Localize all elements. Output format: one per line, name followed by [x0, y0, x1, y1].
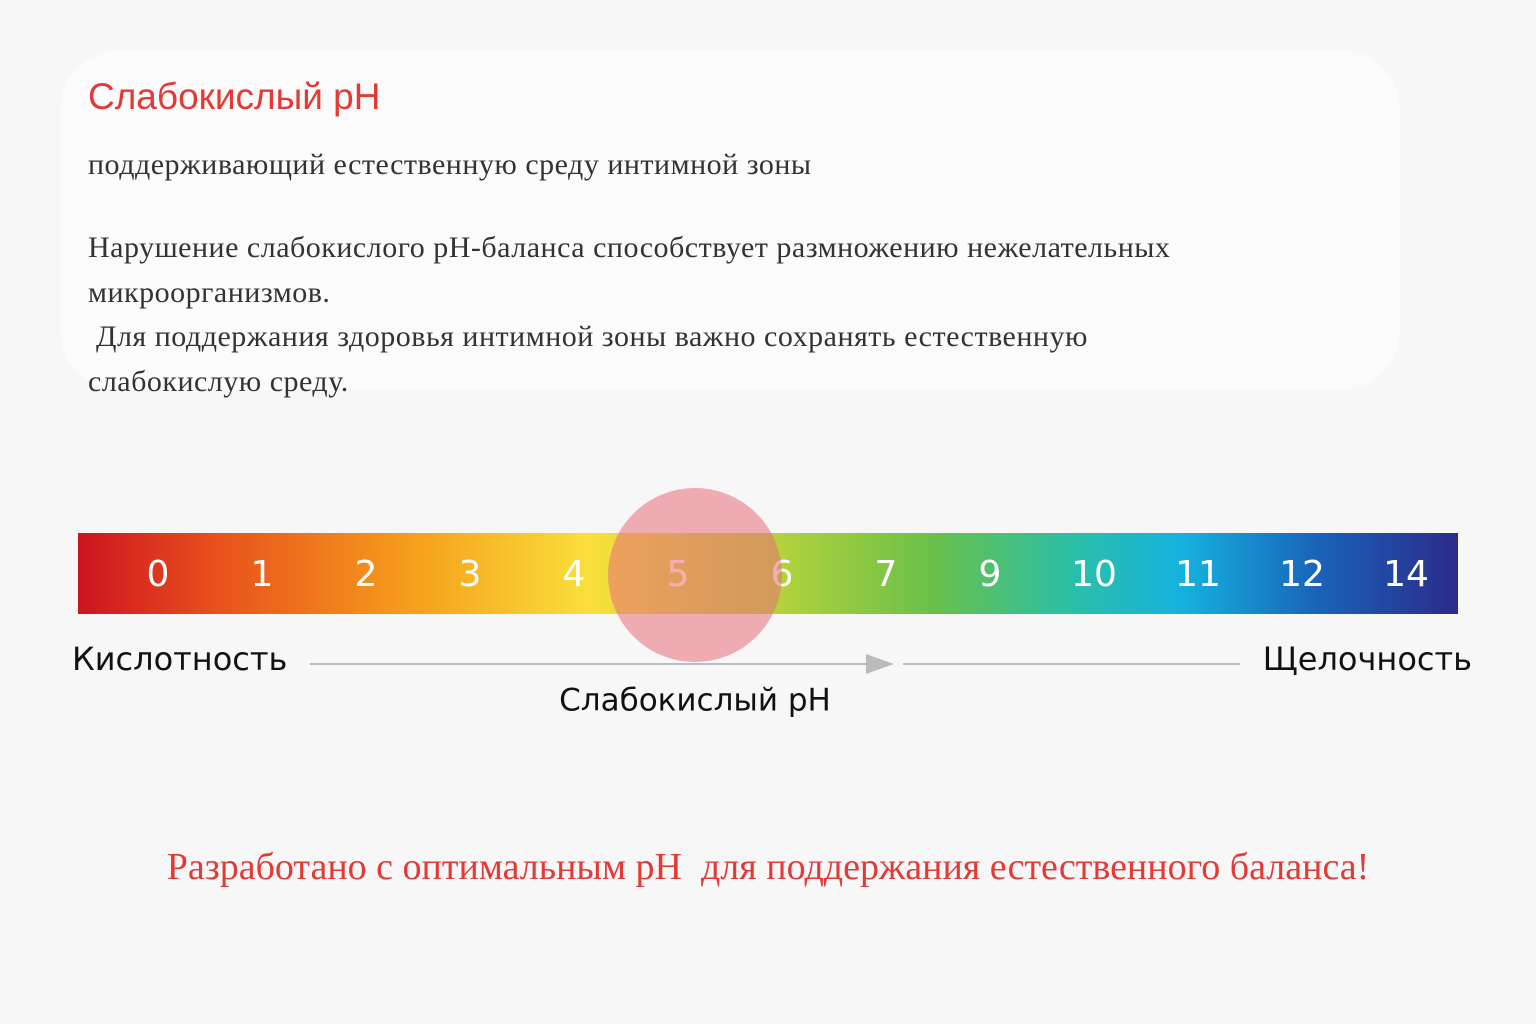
footer: Разработано с оптимальным pH для поддерж…	[166, 846, 1370, 888]
body-line: микроорганизмов.	[88, 275, 331, 309]
scale-label: 4	[563, 554, 586, 595]
left-label: Кислотность	[72, 640, 287, 678]
scale-label: 1	[251, 554, 274, 595]
scale-label: 14	[1383, 554, 1429, 595]
title: Слабокислый pH	[88, 76, 381, 117]
subtitle: поддерживающий естественную среду интимн…	[88, 148, 812, 181]
body-line: слабокислую среду.	[88, 364, 349, 398]
scale-label: 12	[1279, 554, 1325, 595]
body-line: Нарушение слабокислого pH-баланса способ…	[88, 231, 1171, 264]
scale-label: 3	[459, 554, 482, 595]
scale-label: 7	[875, 554, 898, 595]
scale-label: 11	[1175, 554, 1221, 595]
body-text: Нарушение слабокислого pH-баланса способ…	[88, 226, 1170, 404]
body-line: Для поддержания здоровья интимной зоны в…	[88, 320, 1088, 353]
right-label: Щелочность	[1263, 640, 1472, 678]
highlight-circle	[608, 488, 782, 662]
scale-label: 0	[147, 554, 170, 595]
scale-label: 9	[979, 554, 1002, 595]
scale-label: 2	[355, 554, 378, 595]
scale-label: 10	[1071, 554, 1117, 595]
highlight-label: Слабокислый pH	[559, 683, 831, 719]
card	[60, 50, 1400, 390]
